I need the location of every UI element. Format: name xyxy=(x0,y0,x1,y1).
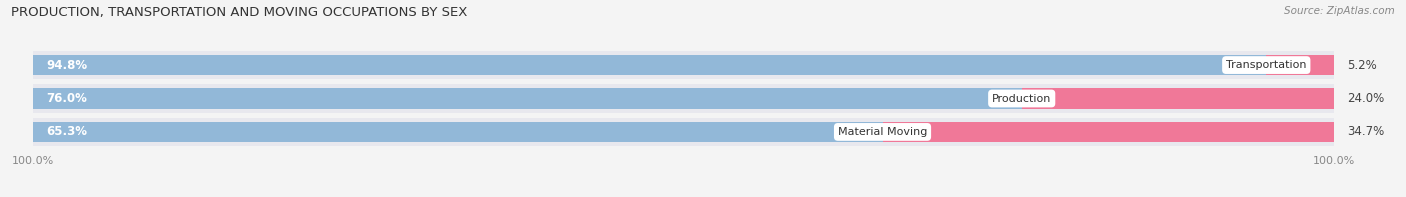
Bar xyxy=(1022,88,1334,109)
Bar xyxy=(34,84,1334,113)
Text: Source: ZipAtlas.com: Source: ZipAtlas.com xyxy=(1284,6,1395,16)
Bar xyxy=(883,122,1334,142)
Bar xyxy=(34,88,1022,109)
Text: 5.2%: 5.2% xyxy=(1347,59,1376,72)
Text: 76.0%: 76.0% xyxy=(46,92,87,105)
Bar xyxy=(34,118,1334,146)
Text: PRODUCTION, TRANSPORTATION AND MOVING OCCUPATIONS BY SEX: PRODUCTION, TRANSPORTATION AND MOVING OC… xyxy=(11,6,468,19)
Bar xyxy=(34,122,883,142)
Text: Transportation: Transportation xyxy=(1226,60,1306,70)
Text: Material Moving: Material Moving xyxy=(838,127,927,137)
Text: 34.7%: 34.7% xyxy=(1347,125,1384,138)
Text: 65.3%: 65.3% xyxy=(46,125,87,138)
Text: 24.0%: 24.0% xyxy=(1347,92,1384,105)
Bar xyxy=(34,51,1334,79)
Bar xyxy=(34,55,1267,75)
Text: 94.8%: 94.8% xyxy=(46,59,87,72)
Bar xyxy=(1267,55,1334,75)
Text: Production: Production xyxy=(993,94,1052,103)
